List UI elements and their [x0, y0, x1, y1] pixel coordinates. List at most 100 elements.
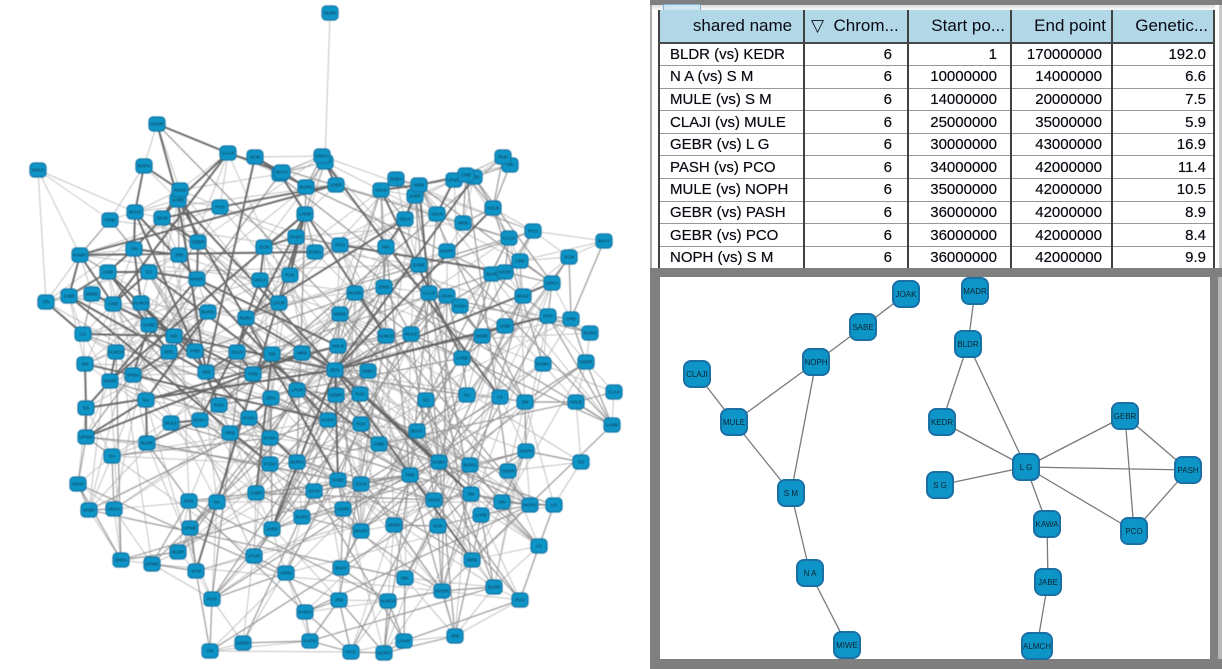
svg-text:KAWA: KAWA: [433, 460, 446, 465]
svg-text:BURG: BURG: [201, 310, 215, 315]
svg-text:SCM: SCM: [191, 569, 201, 574]
svg-text:BURG: BURG: [290, 460, 304, 465]
svg-text:LG: LG: [536, 544, 543, 549]
svg-text:PASH: PASH: [1177, 466, 1198, 475]
svg-text:KAPO: KAPO: [296, 515, 309, 520]
svg-text:JOAK: JOAK: [441, 294, 453, 299]
svg-text:JERL: JERL: [329, 368, 341, 373]
svg-text:JERL: JERL: [183, 499, 195, 504]
svg-text:SNBA: SNBA: [362, 369, 374, 374]
svg-text:ORBI: ORBI: [104, 218, 115, 223]
svg-text:PRB: PRB: [190, 349, 199, 354]
svg-text:NSLB: NSLB: [570, 400, 582, 405]
svg-text:SG: SG: [146, 270, 153, 275]
svg-text:JOAK: JOAK: [355, 482, 367, 487]
svg-text:NOPH: NOPH: [519, 449, 532, 454]
svg-text:GEBR: GEBR: [337, 507, 351, 512]
svg-text:MIWE: MIWE: [836, 641, 858, 650]
svg-text:MADR: MADR: [963, 287, 987, 296]
svg-text:MIWE: MIWE: [334, 312, 346, 317]
svg-text:MADR: MADR: [354, 529, 368, 534]
svg-text:GEBR: GEBR: [192, 240, 206, 245]
svg-text:RUK: RUK: [433, 524, 443, 529]
svg-text:CRB: CRB: [461, 173, 471, 178]
svg-text:NSLB: NSLB: [174, 188, 186, 193]
svg-text:JRB: JRB: [175, 253, 184, 258]
svg-text:SSLN: SSLN: [399, 217, 411, 222]
svg-text:MULE: MULE: [165, 421, 178, 426]
svg-text:LPUR: LPUR: [398, 639, 411, 644]
svg-text:PRB: PRB: [248, 372, 257, 377]
svg-text:LARB: LARB: [456, 356, 468, 361]
svg-text:S M: S M: [784, 489, 799, 498]
svg-text:JABR: JABR: [266, 527, 278, 532]
svg-text:SM: SM: [269, 352, 276, 357]
svg-text:PUG: PUG: [355, 392, 365, 397]
svg-text:CLAJI: CLAJI: [503, 236, 515, 241]
svg-text:NIK: NIK: [401, 576, 409, 581]
svg-text:TRI: TRI: [206, 649, 213, 654]
svg-text:MULE: MULE: [129, 210, 142, 215]
svg-text:S G: S G: [933, 481, 947, 490]
svg-text:BLDR: BLDR: [488, 585, 501, 590]
svg-text:BLDR: BLDR: [141, 441, 154, 446]
svg-text:L G: L G: [1020, 463, 1033, 472]
svg-text:UPWE: UPWE: [145, 562, 159, 567]
svg-text:CRB: CRB: [515, 259, 525, 264]
svg-text:PCO: PCO: [528, 229, 538, 234]
svg-text:MADR: MADR: [435, 589, 449, 594]
svg-text:SABE: SABE: [143, 323, 155, 328]
svg-text:MADR: MADR: [190, 277, 204, 282]
svg-text:MRB: MRB: [458, 221, 468, 226]
svg-text:KEDR: KEDR: [151, 122, 164, 127]
svg-text:NOPH: NOPH: [377, 651, 390, 656]
svg-text:PASH: PASH: [454, 304, 466, 309]
svg-text:BHAT: BHAT: [335, 566, 347, 571]
svg-text:PUG: PUG: [207, 597, 217, 602]
svg-text:NOPH: NOPH: [440, 249, 453, 254]
svg-text:SCM: SCM: [564, 255, 574, 260]
svg-text:MRB: MRB: [297, 351, 307, 356]
svg-text:JERL: JERL: [163, 350, 175, 355]
svg-text:CRB: CRB: [566, 317, 576, 322]
svg-text:SNBA: SNBA: [390, 177, 402, 182]
svg-text:RUK: RUK: [285, 273, 295, 278]
svg-text:NIK: NIK: [170, 334, 178, 339]
svg-text:NOPH: NOPH: [804, 358, 827, 367]
svg-text:KEDR: KEDR: [104, 379, 117, 384]
svg-text:SABE: SABE: [172, 198, 184, 203]
svg-text:MADR: MADR: [348, 291, 362, 296]
svg-text:LG: LG: [80, 332, 87, 337]
svg-text:KEDR: KEDR: [237, 641, 250, 646]
svg-text:SM: SM: [468, 492, 475, 497]
svg-text:ORBI: ORBI: [378, 285, 389, 290]
svg-text:UPWE: UPWE: [183, 526, 197, 531]
svg-text:NIK: NIK: [498, 500, 506, 505]
svg-text:NA: NA: [143, 398, 149, 403]
svg-text:PASH: PASH: [243, 416, 255, 421]
svg-text:KEDR: KEDR: [428, 498, 441, 503]
svg-text:MIWE: MIWE: [86, 292, 98, 297]
svg-text:CLAJI: CLAJI: [686, 370, 708, 379]
svg-text:JABR: JABR: [330, 183, 342, 188]
svg-text:PASH: PASH: [264, 462, 276, 467]
svg-text:SG: SG: [83, 406, 90, 411]
svg-text:ALMCH: ALMCH: [108, 350, 124, 355]
svg-text:TRI: TRI: [130, 247, 137, 252]
svg-text:JABR: JABR: [409, 194, 421, 199]
svg-text:UNCA: UNCA: [546, 281, 559, 286]
svg-text:LPUR: LPUR: [273, 301, 286, 306]
svg-text:MRB: MRB: [467, 558, 477, 563]
svg-text:PASH: PASH: [290, 235, 302, 240]
svg-text:LG: LG: [497, 395, 504, 400]
svg-text:KAPO: KAPO: [322, 418, 335, 423]
svg-text:TRI: TRI: [506, 163, 513, 168]
svg-text:JERL: JERL: [265, 396, 277, 401]
svg-text:BLDR: BLDR: [324, 11, 337, 16]
svg-text:UNCA: UNCA: [254, 278, 267, 283]
svg-text:CRB: CRB: [108, 302, 118, 307]
svg-text:SG: SG: [423, 398, 430, 403]
svg-text:SG: SG: [578, 460, 585, 465]
svg-text:LARB: LARB: [299, 212, 311, 217]
svg-text:MIWE: MIWE: [388, 523, 400, 528]
